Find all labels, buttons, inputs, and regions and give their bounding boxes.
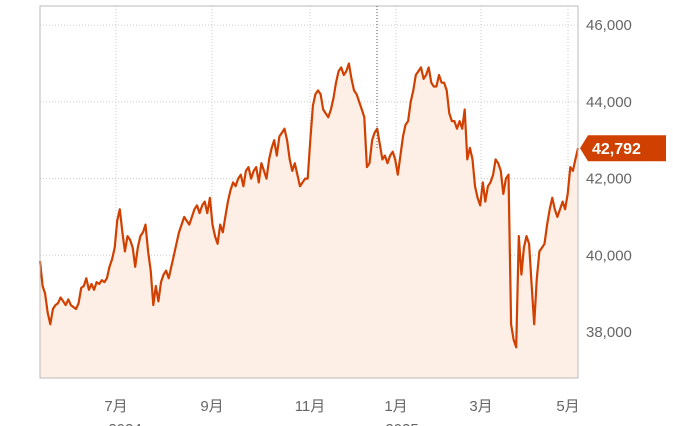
y-tick-label: 46,000	[586, 17, 632, 34]
x-tick-label: 7月	[104, 398, 127, 415]
x-tick-label: 3月	[469, 398, 492, 415]
x-tick-label: 9月	[200, 398, 223, 415]
series-line[interactable]	[38, 62, 580, 349]
x-tick-label: 5月	[556, 398, 579, 415]
y-tick-label: 42,000	[586, 171, 632, 188]
x-tick-label: 11月	[295, 398, 326, 415]
last-value-badge-bg	[580, 135, 666, 162]
x-year-label: 2025	[385, 421, 418, 426]
last-value-badge: 42,792	[580, 135, 666, 162]
plot-border	[39, 5, 579, 379]
y-tick-label: 40,000	[586, 247, 632, 264]
y-tick-label: 44,000	[586, 94, 632, 111]
x-tick-label: 1月	[384, 398, 407, 415]
last-value-label: 42,792	[592, 141, 641, 158]
y-axis: 46,000 44,000 42,000 40,000 38,000	[586, 17, 632, 341]
x-year-label: 2024	[108, 421, 141, 426]
x-axis: 7月 9月 11月 1月 3月 5月 2024 2025	[104, 398, 579, 426]
y-tick-label: 38,000	[586, 324, 632, 341]
area-fill	[40, 63, 578, 378]
